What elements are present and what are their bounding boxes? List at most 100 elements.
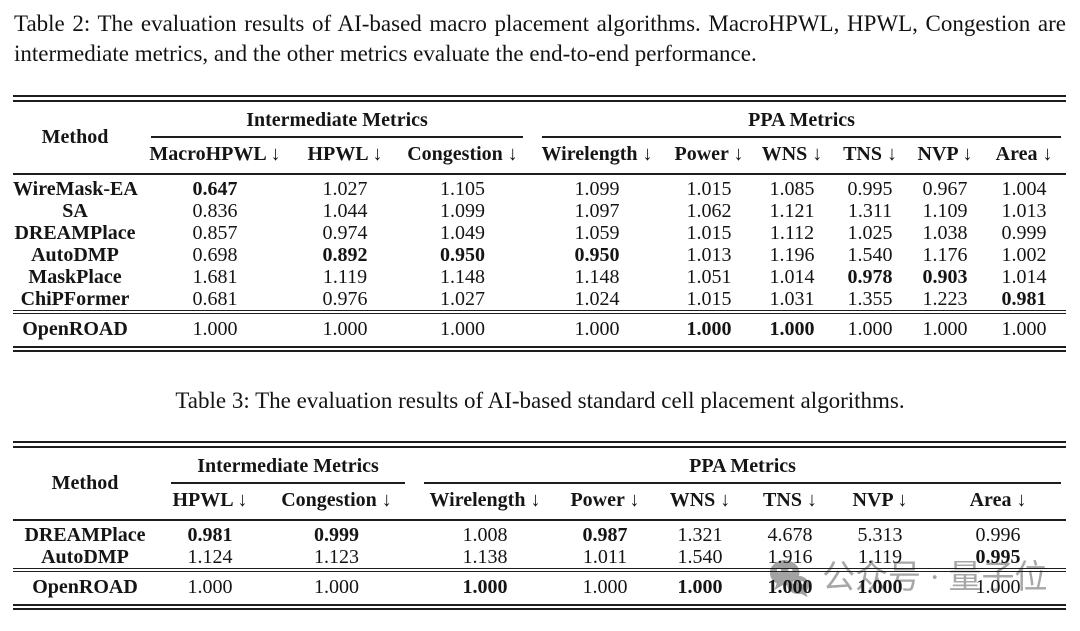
- metric-value: 1.027: [440, 287, 485, 310]
- column-header-nvp: NVP ↓: [852, 488, 908, 511]
- metric-value: 1.085: [769, 177, 815, 200]
- group-header-intermediate-metrics: Intermediate Metrics: [157, 448, 410, 484]
- column-header-hpwl: HPWL ↓: [307, 142, 383, 165]
- metric-value-best: 0.903: [922, 265, 968, 288]
- metric-value: 1.059: [574, 221, 620, 244]
- column-header-macrohpwl: MacroHPWL ↓: [149, 142, 281, 165]
- table-row: DREAMPlace 0.981 0.999 1.008 0.987 1.321 4.678…: [13, 521, 1066, 546]
- metric-value: 1.004: [1001, 177, 1047, 200]
- column-header-congestion: Congestion ↓: [281, 488, 392, 511]
- table-row: AutoDMP 1.124 1.123 1.138 1.011 1.540 1.916 1.1…: [13, 546, 1066, 568]
- metric-value: 1.015: [686, 287, 732, 310]
- column-header-wns: WNS ↓: [669, 488, 731, 511]
- metric-value: 1.176: [922, 243, 968, 266]
- table2-baseline: OpenROAD 1.000 1.000 1.000 1.000 1.000 1.000 1.…: [13, 314, 1066, 346]
- column-header-power: Power ↓: [674, 142, 744, 165]
- metric-value: 1.015: [686, 221, 732, 244]
- metric-value: 1.000: [192, 317, 238, 340]
- metric-value-best: 0.950: [574, 243, 620, 266]
- group-header-ppa-metrics: PPA Metrics: [528, 102, 1066, 138]
- table2-column-header-row: MacroHPWL ↓ HPWL ↓ Congestion ↓ Wireleng…: [13, 138, 1066, 173]
- table2-header-rule: [13, 172, 1066, 175]
- table-row: SA 0.836 1.044 1.099 1.097 1.062 1.121 1.311 1.1…: [13, 200, 1066, 222]
- metric-value: 1.148: [440, 265, 485, 288]
- table3: Method Intermediate Metrics PPA Metrics …: [13, 441, 1066, 610]
- metric-value: 1.000: [574, 317, 620, 340]
- metric-value-best: 0.950: [440, 243, 485, 266]
- method-name: SA: [62, 199, 88, 222]
- metric-value-best: 0.978: [847, 265, 893, 288]
- metric-value: 1.112: [769, 221, 815, 244]
- metric-value: 1.044: [322, 199, 368, 222]
- table2-bottom-rule: [13, 345, 1066, 352]
- method-name: OpenROAD: [22, 317, 128, 340]
- metric-value-best: 0.892: [322, 243, 368, 266]
- column-header-power: Power ↓: [570, 488, 640, 511]
- table3-body: DREAMPlace 0.981 0.999 1.008 0.987 1.321 4.678…: [13, 521, 1066, 568]
- metric-value: 1.097: [574, 199, 620, 222]
- metric-value: 1.000: [582, 575, 628, 598]
- metric-value: 1.311: [847, 199, 893, 222]
- method-name: WireMask-EA: [13, 177, 138, 200]
- method-name: ChiPFormer: [20, 287, 130, 310]
- table-row: OpenROAD 1.000 1.000 1.000 1.000 1.000 1.000 1.…: [13, 572, 1066, 604]
- method-name: AutoDMP: [31, 243, 119, 266]
- metric-value: 1.223: [922, 287, 968, 310]
- method-name: DREAMPlace: [24, 523, 146, 546]
- table3-baseline-rule: [13, 567, 1066, 572]
- metric-value: 5.313: [857, 523, 903, 546]
- metric-value: 1.002: [1001, 243, 1047, 266]
- metric-value-best: 1.000: [857, 575, 903, 598]
- metric-value: 1.027: [322, 177, 368, 200]
- metric-value-best: 0.987: [582, 523, 628, 546]
- metric-value: 1.148: [574, 265, 620, 288]
- metric-value: 0.681: [192, 287, 238, 310]
- metric-value: 0.967: [922, 177, 968, 200]
- metric-value: 1.049: [440, 221, 485, 244]
- metric-value: 0.836: [192, 199, 238, 222]
- metric-value: 1.000: [1001, 317, 1047, 340]
- metric-value: 1.321: [677, 523, 723, 546]
- table2-body: WireMask-EA 0.647 1.027 1.105 1.099 1.015 1.08…: [13, 175, 1066, 310]
- metric-value: 1.031: [769, 287, 815, 310]
- table-row: OpenROAD 1.000 1.000 1.000 1.000 1.000 1.000 1.…: [13, 314, 1066, 346]
- metric-value: 0.996: [975, 523, 1021, 546]
- column-header-area: Area ↓: [995, 142, 1053, 165]
- method-name: MaskPlace: [28, 265, 122, 288]
- table2-caption: Table 2: The evaluation results of AI-ba…: [14, 11, 1066, 66]
- metric-value: 1.355: [847, 287, 893, 310]
- metric-value: 0.995: [847, 177, 893, 200]
- metric-value: 1.000: [922, 317, 968, 340]
- table-row: DREAMPlace 0.857 0.974 1.049 1.059 1.015 1.112…: [13, 222, 1066, 244]
- metric-value-best: 0.981: [187, 523, 233, 546]
- metric-value-best: 1.000: [462, 575, 508, 598]
- metric-value: 1.000: [847, 317, 893, 340]
- metric-value: 1.024: [574, 287, 620, 310]
- metric-value-best: 0.647: [192, 177, 238, 200]
- table3-column-header-row: HPWL ↓ Congestion ↓ Wirelength ↓ Power ↓…: [13, 484, 1066, 519]
- column-header-wirelength: Wirelength ↓: [429, 488, 541, 511]
- metric-value: 1.916: [767, 545, 813, 568]
- metric-value: 1.540: [847, 243, 893, 266]
- group-header-intermediate-metrics: Intermediate Metrics: [137, 102, 528, 138]
- metric-value: 1.025: [847, 221, 893, 244]
- table2: Method Intermediate Metrics PPA Metrics …: [13, 95, 1066, 352]
- metric-value: 1.000: [975, 575, 1021, 598]
- metric-value: 1.014: [1001, 265, 1047, 288]
- table-row: ChiPFormer 0.681 0.976 1.027 1.024 1.015 1.031…: [13, 288, 1066, 310]
- table3-header: Method Intermediate Metrics PPA Metrics …: [13, 448, 1066, 519]
- metric-value: 0.698: [192, 243, 238, 266]
- column-header-wns: WNS ↓: [761, 142, 823, 165]
- column-header-wirelength: Wirelength ↓: [541, 142, 653, 165]
- metric-value: 1.008: [462, 523, 508, 546]
- metric-value: 1.038: [922, 221, 968, 244]
- group-header-ppa-metrics: PPA Metrics: [410, 448, 1066, 484]
- metric-value: 1.062: [686, 199, 732, 222]
- column-header-area: Area ↓: [969, 488, 1027, 511]
- table-row: WireMask-EA 0.647 1.027 1.105 1.099 1.015 1.08…: [13, 175, 1066, 200]
- method-column-header: Method: [41, 125, 109, 148]
- metric-value-best: 1.000: [686, 317, 732, 340]
- metric-value: 1.000: [187, 575, 233, 598]
- table3-header-rule: [13, 518, 1066, 521]
- metric-value: 1.011: [582, 545, 628, 568]
